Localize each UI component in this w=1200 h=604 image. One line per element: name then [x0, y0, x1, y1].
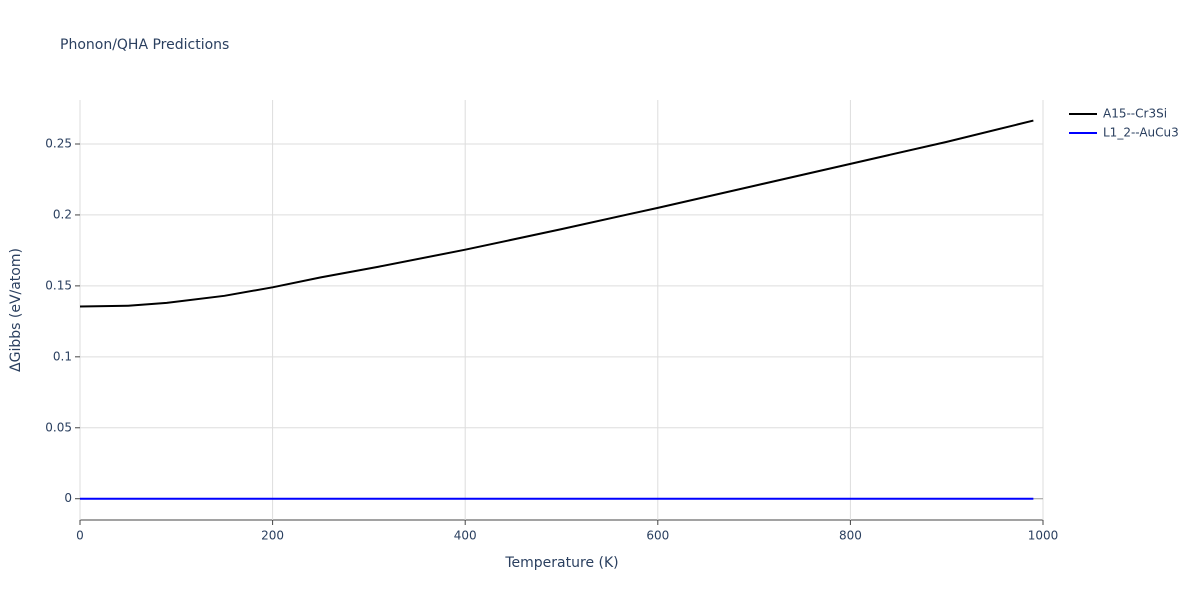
- chart-title: Phonon/QHA Predictions: [60, 37, 229, 53]
- x-axis-label: Temperature (K): [504, 555, 618, 571]
- legend-label: L1_2--AuCu3: [1103, 126, 1179, 140]
- y-axis-label: ΔGibbs (eV/atom): [8, 248, 24, 372]
- y-tick-label: 0.2: [53, 207, 72, 221]
- x-tick-label: 800: [839, 529, 862, 543]
- series-line: [79, 119, 1034, 308]
- x-tick-label: 1000: [1028, 529, 1059, 543]
- y-tick-label: 0.05: [45, 420, 72, 434]
- x-tick-label: 0: [76, 529, 84, 543]
- x-tick-label: 200: [261, 529, 284, 543]
- y-tick-label: 0.25: [45, 136, 72, 150]
- y-tick-label: 0.1: [53, 349, 72, 363]
- y-tick-label: 0: [64, 491, 72, 505]
- x-tick-label: 400: [454, 529, 477, 543]
- legend-label: A15--Cr3Si: [1103, 107, 1167, 121]
- x-tick-label: 600: [646, 529, 669, 543]
- y-tick-label: 0.15: [45, 278, 72, 292]
